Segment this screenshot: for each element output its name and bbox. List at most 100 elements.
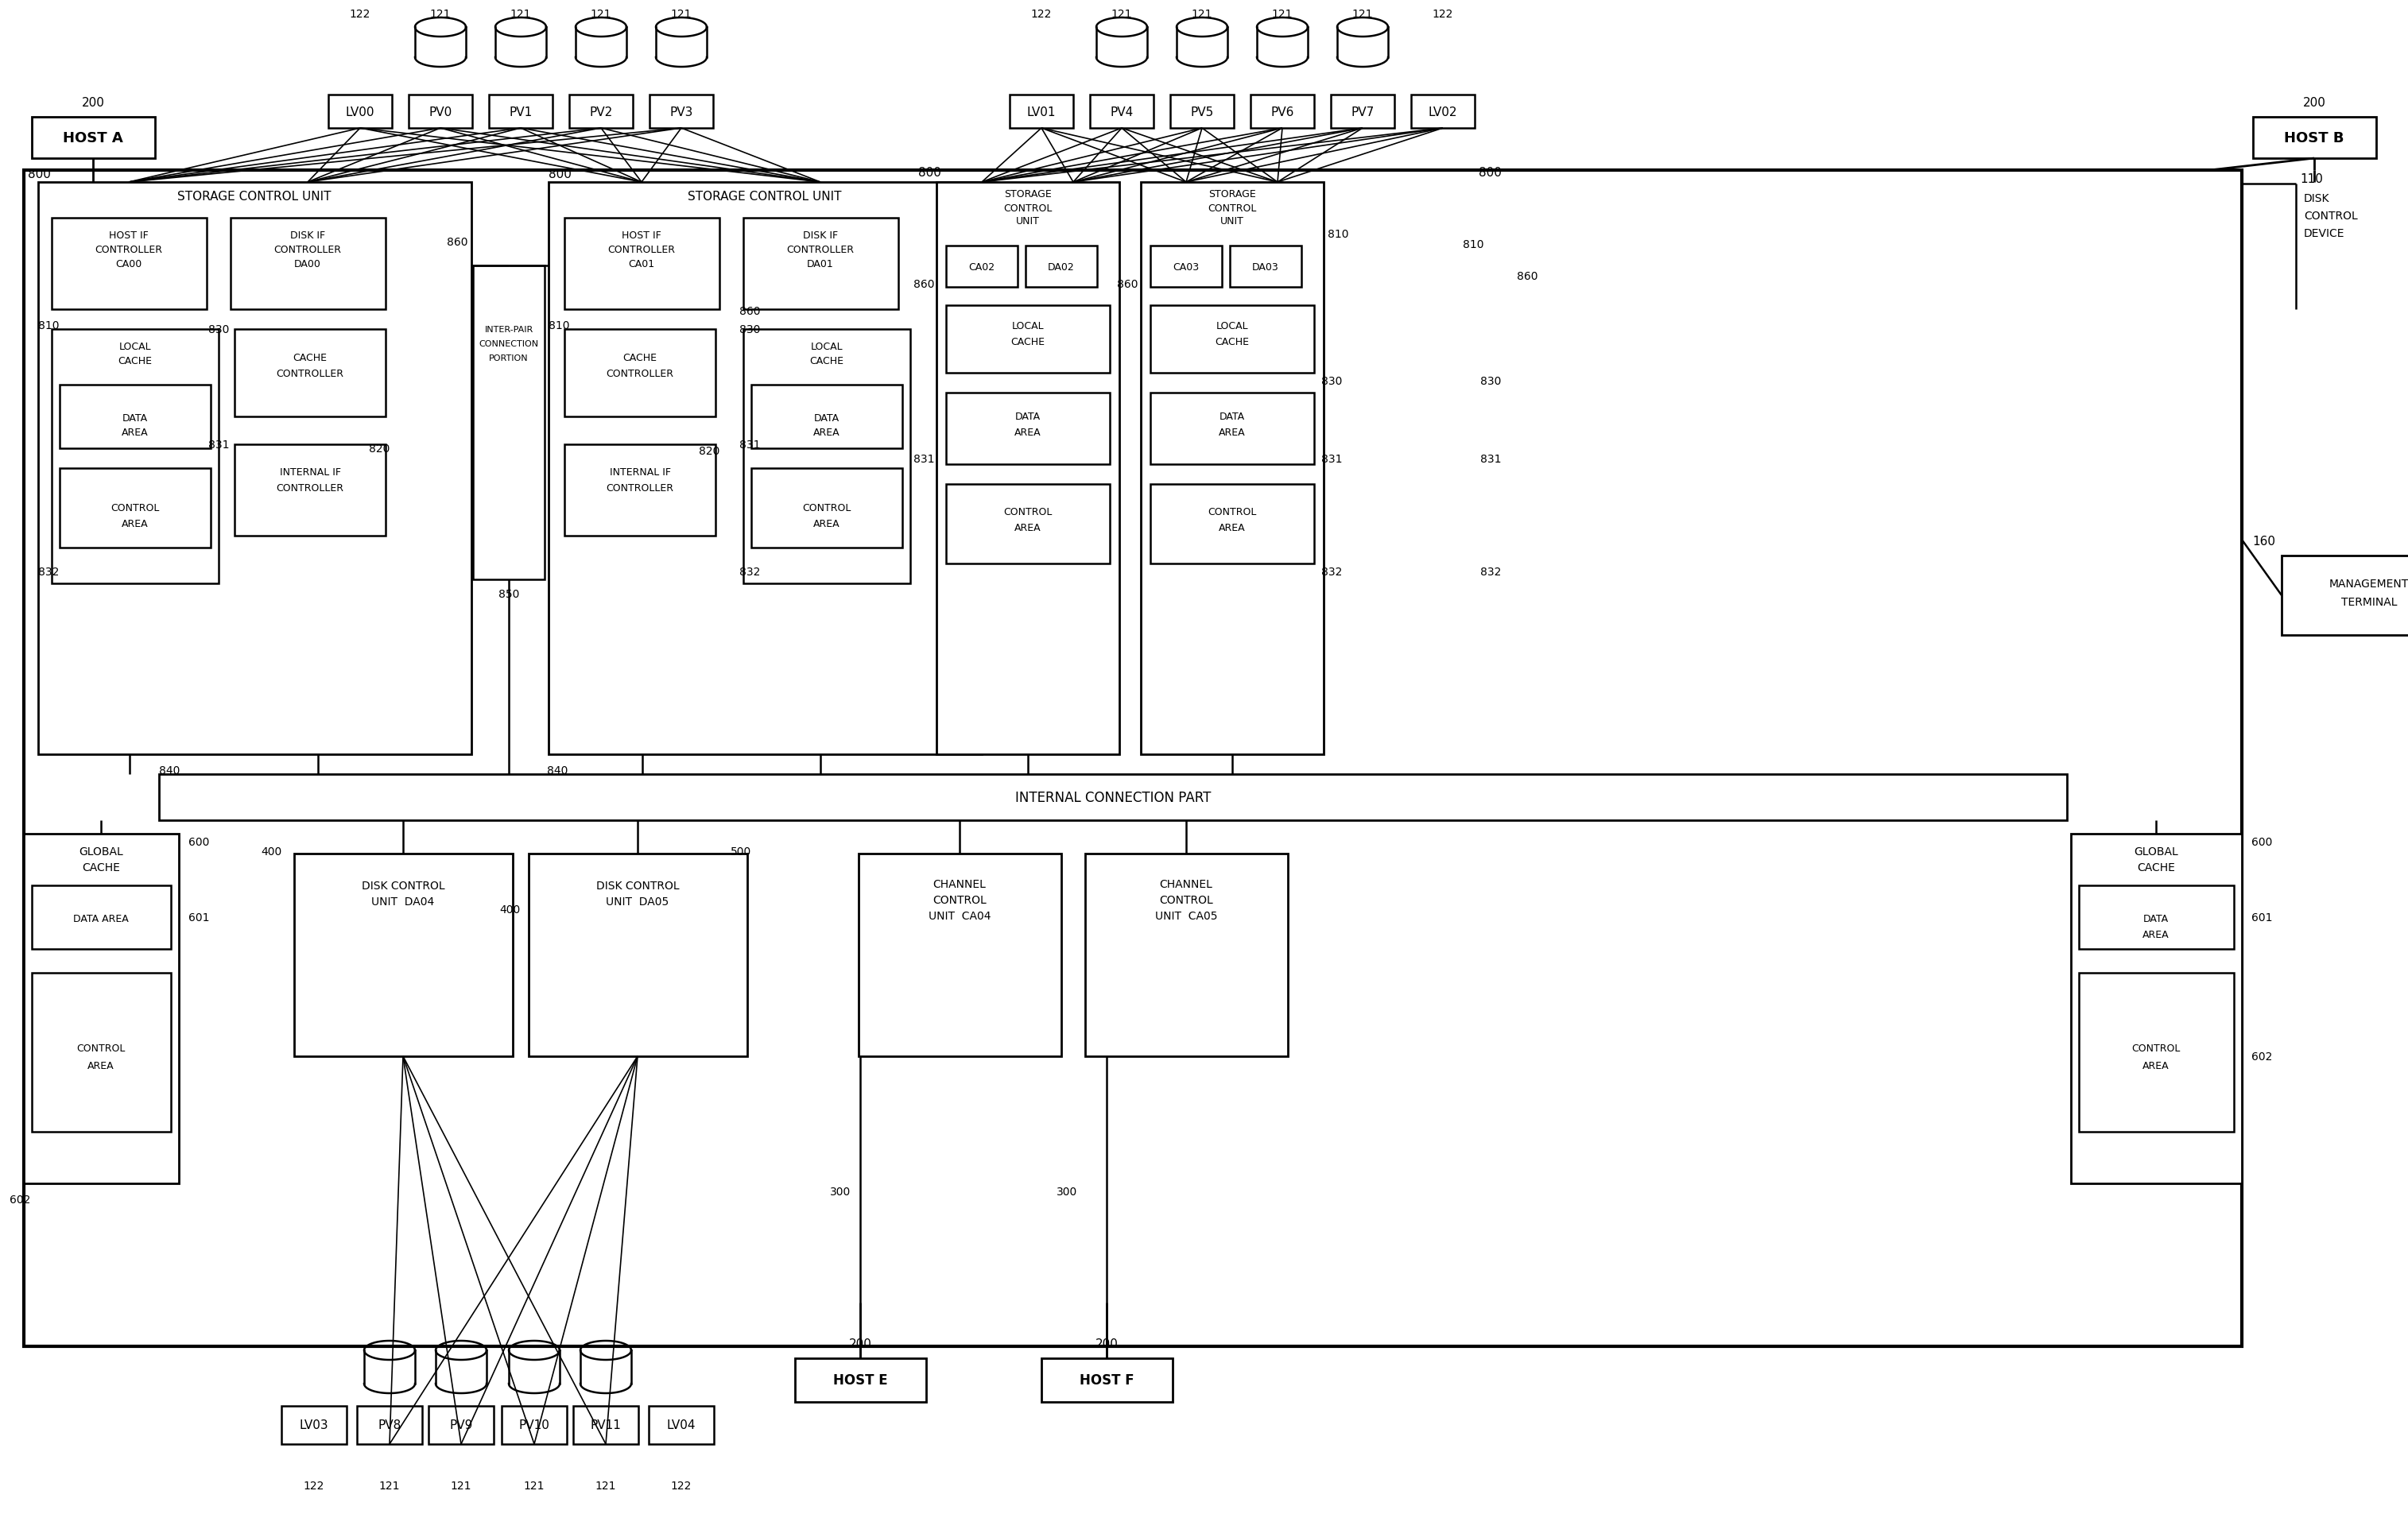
Bar <box>530 854 746 1057</box>
Text: CONTROLLER: CONTROLLER <box>275 245 342 256</box>
Text: CONTROLLER: CONTROLLER <box>94 245 164 256</box>
Bar <box>946 394 1110 465</box>
Text: 200: 200 <box>848 1338 872 1350</box>
Text: CACHE: CACHE <box>1216 336 1250 347</box>
Text: 831: 831 <box>1481 454 1500 465</box>
Bar <box>24 834 178 1184</box>
Text: 800: 800 <box>1479 167 1503 179</box>
Bar <box>549 183 982 754</box>
Text: AREA: AREA <box>814 519 840 530</box>
Text: CHANNEL: CHANNEL <box>932 878 987 890</box>
Text: 121: 121 <box>1110 9 1132 20</box>
Text: GLOBAL: GLOBAL <box>2133 846 2179 857</box>
Bar <box>356 1407 421 1444</box>
Text: CONTROL: CONTROL <box>77 1043 125 1054</box>
Bar <box>501 1407 566 1444</box>
Text: CONTROL: CONTROL <box>2131 1043 2179 1054</box>
Text: CACHE: CACHE <box>82 861 120 874</box>
Bar <box>1040 1358 1173 1402</box>
Text: DEVICE: DEVICE <box>2304 229 2345 239</box>
Text: 810: 810 <box>1462 239 1483 250</box>
Text: LOCAL: LOCAL <box>1216 321 1247 332</box>
Text: UNIT: UNIT <box>1221 217 1245 227</box>
Text: 860: 860 <box>1517 271 1539 282</box>
Text: 602: 602 <box>2251 1051 2273 1061</box>
Text: INTER-PAIR: INTER-PAIR <box>484 326 532 333</box>
Bar <box>1151 306 1315 374</box>
Bar <box>744 330 910 584</box>
Text: CONTROL: CONTROL <box>1209 507 1257 518</box>
Text: DISK IF: DISK IF <box>289 230 325 241</box>
Text: CONTROL: CONTROL <box>1158 895 1214 905</box>
Text: HOST IF: HOST IF <box>108 230 149 241</box>
Bar <box>159 775 2066 821</box>
Text: 831: 831 <box>1322 454 1341 465</box>
Text: AREA: AREA <box>1218 522 1245 533</box>
Bar <box>234 445 385 536</box>
Text: 810: 810 <box>549 319 571 332</box>
Text: PV8: PV8 <box>378 1419 402 1431</box>
Text: HOST F: HOST F <box>1079 1373 1134 1387</box>
Text: CONTROL: CONTROL <box>111 503 159 513</box>
Text: LOCAL: LOCAL <box>811 342 843 353</box>
Bar <box>563 445 715 536</box>
Bar <box>51 218 207 310</box>
Text: LV02: LV02 <box>1428 106 1457 118</box>
Text: 121: 121 <box>672 9 691 20</box>
Bar <box>1411 95 1474 129</box>
Text: 820: 820 <box>698 445 720 457</box>
Bar <box>60 385 209 448</box>
Bar <box>234 330 385 416</box>
Text: STORAGE CONTROL UNIT: STORAGE CONTROL UNIT <box>689 191 843 203</box>
Bar <box>860 854 1062 1057</box>
Text: LOCAL: LOCAL <box>118 342 152 353</box>
Text: UNIT: UNIT <box>1016 217 1040 227</box>
Text: CONTROL: CONTROL <box>2304 210 2357 221</box>
Text: DATA: DATA <box>123 413 147 424</box>
Text: DA01: DA01 <box>807 259 833 269</box>
Bar <box>563 218 720 310</box>
Text: 860: 860 <box>913 279 934 291</box>
Text: INTERNAL IF: INTERNAL IF <box>279 468 340 478</box>
Text: 300: 300 <box>831 1185 850 1198</box>
Text: 200: 200 <box>1096 1338 1117 1350</box>
Text: 800: 800 <box>29 168 51 180</box>
Text: UNIT  DA04: UNIT DA04 <box>371 896 433 907</box>
Bar <box>568 95 633 129</box>
Bar <box>1091 95 1153 129</box>
Text: CONTROL: CONTROL <box>1209 203 1257 213</box>
Text: LOCAL: LOCAL <box>1011 321 1045 332</box>
Text: 121: 121 <box>378 1479 400 1491</box>
Text: PV5: PV5 <box>1190 106 1214 118</box>
Bar <box>1151 247 1221 288</box>
Text: AREA: AREA <box>1014 522 1040 533</box>
Text: DATA: DATA <box>814 413 840 424</box>
Text: CHANNEL: CHANNEL <box>1161 878 1214 890</box>
Bar <box>1151 394 1315 465</box>
Text: DA03: DA03 <box>1252 262 1279 273</box>
Text: STORAGE: STORAGE <box>1004 189 1052 200</box>
Bar <box>1009 95 1074 129</box>
Text: 832: 832 <box>1481 566 1500 577</box>
Text: 200: 200 <box>2302 97 2326 109</box>
Text: AREA: AREA <box>123 428 149 438</box>
Bar <box>2283 556 2408 636</box>
Bar <box>282 1407 347 1444</box>
Text: CACHE: CACHE <box>809 356 843 366</box>
Text: 600: 600 <box>2251 836 2273 848</box>
Text: CONNECTION: CONNECTION <box>479 341 539 348</box>
Bar <box>472 266 544 580</box>
Bar <box>946 247 1019 288</box>
Text: HOST IF: HOST IF <box>621 230 662 241</box>
Text: 810: 810 <box>1327 229 1348 239</box>
Bar <box>946 484 1110 565</box>
Bar <box>573 1407 638 1444</box>
Text: LV01: LV01 <box>1026 106 1057 118</box>
Text: 121: 121 <box>523 1479 544 1491</box>
Text: 160: 160 <box>2251 536 2276 548</box>
Bar <box>31 974 171 1132</box>
Text: 121: 121 <box>1351 9 1373 20</box>
Bar <box>51 330 219 584</box>
Text: AREA: AREA <box>2143 930 2170 940</box>
Text: PV3: PV3 <box>669 106 694 118</box>
